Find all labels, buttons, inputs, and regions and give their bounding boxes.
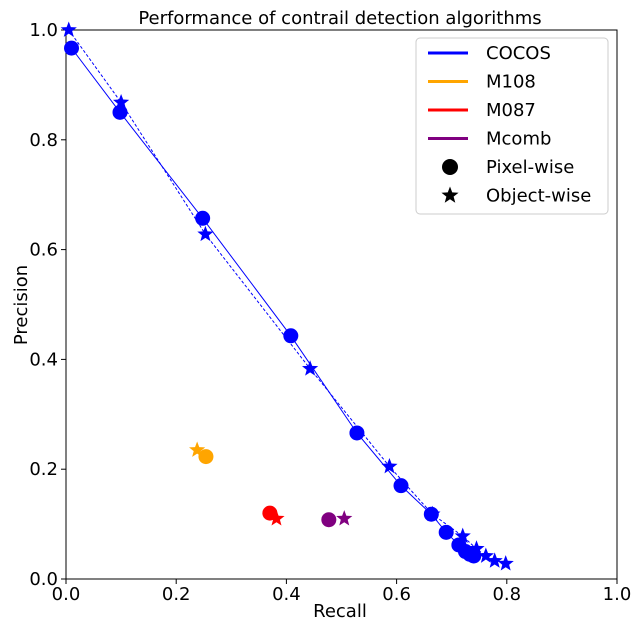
- point-cocos-object-wise: [497, 555, 514, 571]
- x-tick-label: 0.6: [382, 584, 411, 605]
- y-tick-label: 0.2: [29, 459, 58, 480]
- y-tick-label: 0.4: [29, 349, 58, 370]
- point-cocos-object-wise: [424, 505, 441, 522]
- point-cocos-object-wise: [302, 360, 319, 376]
- x-axis-label: Recall: [313, 601, 367, 622]
- y-tick-label: 0.8: [29, 130, 58, 151]
- legend-swatch-pixel-wise: [442, 159, 458, 175]
- point-m108-pixel-wise: [198, 449, 214, 465]
- legend: COCOS M108 M087 Mcomb Pixel-wise Object-wise: [415, 37, 609, 215]
- point-cocos-object-wise: [60, 21, 77, 37]
- y-tick-label: 0.6: [29, 240, 58, 261]
- x-tick-label: 0.0: [52, 584, 81, 605]
- legend-label-object-wise: Object-wise: [486, 186, 591, 207]
- plot-frame: [65, 29, 618, 580]
- point-cocos-object-wise: [197, 225, 214, 242]
- point-cocos-object-wise: [468, 540, 485, 556]
- point-cocos-pixel-wise: [393, 478, 409, 494]
- point-cocos-pixel-wise: [283, 328, 299, 344]
- legend-label-cocos: COCOS: [486, 43, 551, 64]
- y-tick-label: 1.0: [29, 20, 58, 41]
- axes-layer: 0.0 0.2 0.4 0.6 0.8 1.0 0.0 0.2 0.4 0.6 0.8 1.0: [29, 20, 631, 605]
- point-cocos-pixel-wise: [438, 524, 454, 540]
- point-cocos-pixel-wise: [64, 40, 80, 56]
- legend-label-mcomb: Mcomb: [486, 129, 551, 150]
- legend-label-m087: M087: [486, 100, 536, 121]
- point-cocos-pixel-wise: [195, 210, 211, 226]
- y-tick-label: 0.0: [29, 569, 58, 590]
- legend-label-pixel-wise: Pixel-wise: [486, 157, 574, 178]
- point-cocos-object-wise: [477, 547, 494, 563]
- point-cocos-pixel-wise: [349, 425, 365, 441]
- x-tick-label: 0.8: [492, 584, 521, 605]
- point-cocos-object-wise: [454, 527, 471, 544]
- x-tick-label: 0.2: [162, 584, 191, 605]
- series-line-cocos-pixel-wise: [71, 47, 474, 557]
- y-axis-label: Precision: [11, 265, 32, 345]
- x-tick-label: 0.4: [272, 584, 301, 605]
- point-mcomb-pixel-wise: [321, 512, 337, 528]
- point-mcomb-object-wise: [336, 510, 353, 526]
- point-cocos-object-wise: [486, 552, 503, 568]
- point-cocos-object-wise: [113, 93, 130, 110]
- point-m087-object-wise: [268, 510, 285, 526]
- point-m108-object-wise: [189, 441, 206, 457]
- point-cocos-pixel-wise: [112, 104, 128, 120]
- x-tick-label: 1.0: [603, 584, 632, 605]
- legend-swatch-object-wise: [441, 186, 459, 203]
- series-layer: [60, 21, 514, 571]
- chart-title: Performance of contrail detection algori…: [138, 8, 541, 29]
- point-cocos-object-wise: [381, 457, 398, 474]
- legend-label-m108: M108: [486, 72, 536, 93]
